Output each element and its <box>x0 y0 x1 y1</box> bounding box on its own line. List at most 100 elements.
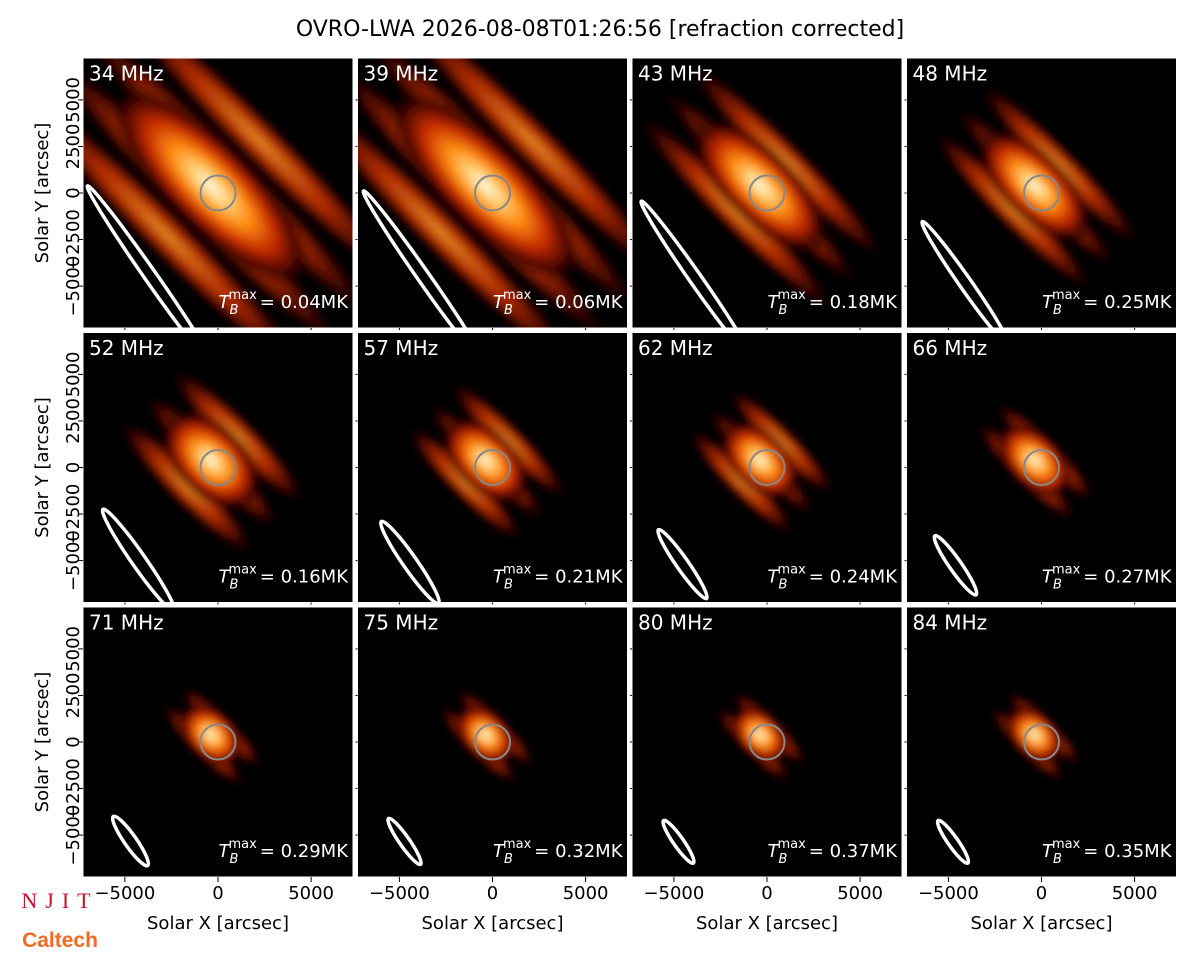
tb-symbol: T <box>768 841 781 862</box>
tb-sub: B <box>1053 578 1062 593</box>
emission-stripe <box>83 84 316 328</box>
emission-core <box>977 128 1092 243</box>
emission <box>405 380 569 544</box>
beam <box>661 818 696 866</box>
x-axis-label: Solar X [arcsec] <box>696 913 838 934</box>
y-axis-label: Solar Y [arcsec] <box>32 123 53 264</box>
tb-symbol: T <box>1042 292 1055 313</box>
solar-disk <box>199 723 237 761</box>
solar-disk <box>1023 449 1060 486</box>
tb-symbol: T <box>219 567 232 588</box>
emission <box>989 690 1083 783</box>
tb-text: = 0.18MK <box>809 292 898 313</box>
tb-sup: max <box>228 837 257 852</box>
x-tick-label: −5000 <box>94 883 155 904</box>
tb-text: = 0.24MK <box>809 567 898 588</box>
tb-sub: B <box>1053 303 1062 318</box>
logo-caltech: Caltech <box>22 929 98 952</box>
tb-sup: max <box>777 563 806 578</box>
beam <box>656 527 709 601</box>
tb-sup: max <box>228 563 257 578</box>
panel <box>632 58 902 328</box>
tb-text: = 0.32MK <box>534 841 623 862</box>
tb-max-annotation: TBmax = 0.04MK <box>219 288 350 318</box>
solar-disk <box>1023 174 1060 212</box>
y-tick-label: 5000 <box>63 77 84 123</box>
y-tick-label: 5000 <box>63 351 84 397</box>
emission-core <box>1005 706 1064 764</box>
tb-sub: B <box>230 578 239 593</box>
emission-stripe <box>109 58 353 291</box>
y-tick-label: −2500 <box>63 484 84 545</box>
tb-max-annotation: TBmax = 0.18MK <box>768 288 899 318</box>
tb-sub: B <box>779 852 788 867</box>
y-axis-label: Solar Y [arcsec] <box>32 672 53 813</box>
emission-stripe <box>930 128 1095 293</box>
y-tick-label: −2500 <box>63 758 84 819</box>
tb-max-annotation: TBmax = 0.21MK <box>493 563 624 593</box>
tb-sub: B <box>230 303 239 318</box>
panel <box>83 332 353 603</box>
panel <box>357 332 628 603</box>
x-tick-label: 5000 <box>288 883 334 904</box>
solar-disk <box>199 449 237 486</box>
tb-symbol: T <box>493 567 506 588</box>
x-axis-label: Solar X [arcsec] <box>422 913 564 934</box>
tb-sub: B <box>504 852 513 867</box>
solar-disk <box>474 449 511 486</box>
tb-sup: max <box>503 563 532 578</box>
y-axis-label: Solar Y [arcsec] <box>32 397 53 538</box>
beam <box>935 818 971 866</box>
panel-title: 84 MHz <box>913 611 988 635</box>
y-tick-label: 0 <box>63 462 84 473</box>
x-tick-label: 0 <box>1036 883 1047 904</box>
tb-sup: max <box>503 837 532 852</box>
tb-max-annotation: TBmax = 0.32MK <box>493 837 624 867</box>
x-tick-label: 0 <box>487 883 498 904</box>
emission-core <box>997 423 1072 498</box>
emission-core <box>389 90 581 282</box>
emission <box>715 690 808 783</box>
x-tick-label: −5000 <box>918 883 979 904</box>
x-tick-label: 5000 <box>563 883 609 904</box>
beam <box>639 199 753 328</box>
tb-sup: max <box>228 288 257 303</box>
panel-title: 43 MHz <box>638 62 713 86</box>
emission-core <box>160 410 262 511</box>
tb-sup: max <box>1052 563 1081 578</box>
x-axis-label: Solar X [arcsec] <box>147 913 289 934</box>
x-axis-label: Solar X [arcsec] <box>971 913 1113 934</box>
tb-text: = 0.06MK <box>534 292 623 313</box>
emission <box>635 61 887 313</box>
emission-core <box>110 85 311 286</box>
tb-sub: B <box>779 578 788 593</box>
emission <box>357 58 628 328</box>
tb-symbol: T <box>1042 567 1055 588</box>
tb-sup: max <box>777 837 806 852</box>
tb-text: = 0.25MK <box>1083 292 1172 313</box>
emission-core <box>455 704 516 766</box>
panel-title: 66 MHz <box>913 336 988 360</box>
tb-max-annotation: TBmax = 0.27MK <box>1042 563 1173 593</box>
emission-stripe <box>357 90 584 328</box>
solar-disk <box>748 723 786 761</box>
tb-symbol: T <box>219 841 232 862</box>
tb-text: = 0.21MK <box>534 567 623 588</box>
emission <box>930 81 1142 293</box>
tb-sub: B <box>504 578 513 593</box>
emission-stripe <box>390 58 628 285</box>
y-tick-label: 5000 <box>63 626 84 672</box>
tb-symbol: T <box>493 292 506 313</box>
emission-stripe <box>687 428 796 537</box>
panel-title: 62 MHz <box>638 336 713 360</box>
x-tick-label: 0 <box>212 883 223 904</box>
tb-max-annotation: TBmax = 0.16MK <box>219 563 350 593</box>
y-tick-label: 0 <box>63 736 84 747</box>
panel-title: 80 MHz <box>638 611 713 635</box>
tb-symbol: T <box>768 567 781 588</box>
tb-text: = 0.35MK <box>1083 841 1172 862</box>
beam <box>110 814 151 868</box>
panel <box>632 607 902 877</box>
